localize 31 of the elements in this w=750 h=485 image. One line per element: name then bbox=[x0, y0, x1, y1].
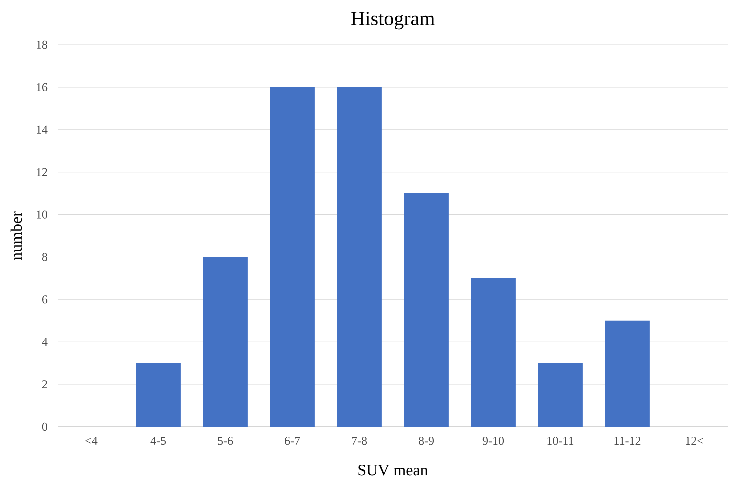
bar bbox=[203, 257, 248, 427]
x-tick-label: 10-11 bbox=[548, 437, 574, 446]
bar bbox=[270, 87, 315, 427]
x-tick-label: 5-6 bbox=[218, 437, 234, 446]
x-tick-label: <4 bbox=[86, 437, 98, 445]
y-tick-label: 6 bbox=[42, 296, 48, 304]
bar bbox=[538, 363, 583, 427]
x-tick-label: 7-8 bbox=[352, 437, 368, 446]
x-tick-label: 9-10 bbox=[482, 437, 504, 446]
x-tick-label: 4-5 bbox=[150, 437, 166, 446]
bar bbox=[337, 87, 382, 427]
y-tick-label: 12 bbox=[37, 168, 48, 176]
y-tick-label: 18 bbox=[37, 40, 48, 50]
y-tick-label: 8 bbox=[42, 253, 48, 262]
x-tick-label: 8-9 bbox=[418, 437, 434, 446]
y-tick-label: 16 bbox=[37, 83, 48, 92]
y-tick-label: 2 bbox=[42, 380, 48, 389]
x-tick-label: 6-7 bbox=[285, 437, 300, 446]
bar bbox=[471, 278, 516, 427]
bar bbox=[404, 194, 449, 427]
y-axis-title: number bbox=[10, 212, 22, 260]
x-tick-label: 11-12 bbox=[614, 437, 641, 445]
x-tick-label: 12< bbox=[686, 437, 704, 445]
y-tick-label: 4 bbox=[42, 338, 48, 346]
chart-title: Histogram bbox=[351, 12, 435, 30]
y-tick-label: 14 bbox=[37, 126, 48, 134]
y-tick-label: 0 bbox=[42, 422, 48, 432]
y-tick-label: 10 bbox=[37, 210, 48, 219]
x-axis-title: SUV mean bbox=[358, 464, 428, 476]
bar bbox=[605, 320, 650, 427]
bar bbox=[136, 363, 181, 427]
